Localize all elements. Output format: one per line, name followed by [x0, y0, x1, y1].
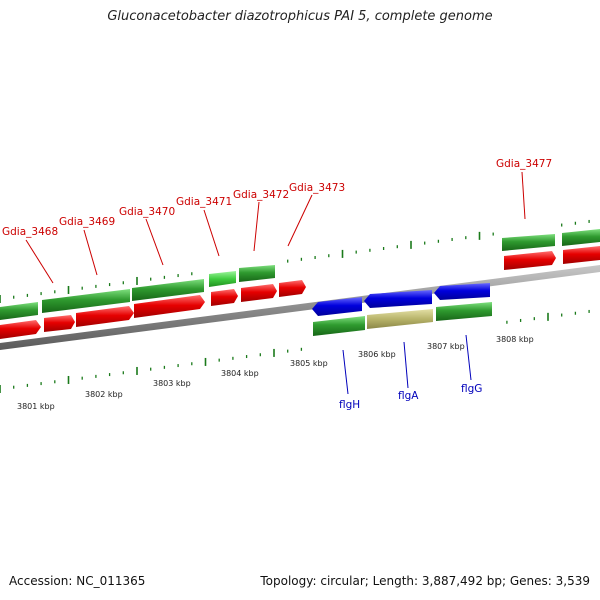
- cds-arrow: [0, 320, 41, 339]
- scale-label: 3802 kbp: [85, 390, 123, 399]
- reverse-cds-track: [312, 283, 490, 316]
- forward-gene: [209, 271, 236, 287]
- cds-arrow: [211, 289, 238, 306]
- leader-line-gdia-3472: [253, 201, 260, 252]
- gene-label-gdia-3473: Gdia_3473: [289, 182, 345, 194]
- gene-label-flgh: flgH: [339, 399, 360, 411]
- reverse-gene: [436, 302, 492, 321]
- leader-line-gdia-3477: [521, 171, 526, 220]
- cds-arrow: [134, 295, 205, 318]
- topology-text: Topology: circular; Length: 3,887,492 bp…: [260, 574, 590, 588]
- forward-gene: [239, 265, 275, 282]
- label-leader-lines: [25, 171, 526, 395]
- tick-marks: [0, 219, 590, 393]
- scale-label: 3806 kbp: [358, 350, 396, 359]
- cds-arrow: [76, 306, 134, 327]
- cds-arrow: [563, 246, 600, 264]
- gene-label-gdia-3472: Gdia_3472: [233, 189, 289, 201]
- reverse-cds-arrow: [312, 297, 362, 316]
- scale-label: 3804 kbp: [221, 369, 259, 378]
- forward-gene-labels: Gdia_3468 Gdia_3469 Gdia_3470 Gdia_3471 …: [2, 158, 552, 238]
- leader-line-gdia-3469: [83, 229, 98, 276]
- gene-label-gdia-3470: Gdia_3470: [119, 206, 175, 218]
- forward-gene: [0, 302, 38, 320]
- scale-label: 3808 kbp: [496, 335, 534, 344]
- reverse-gene-track: [313, 302, 492, 336]
- leader-line-flga: [403, 341, 409, 389]
- leader-line-gdia-3470: [145, 218, 164, 266]
- forward-gene: [502, 234, 555, 251]
- accession-text: Accession: NC_011365: [9, 574, 146, 588]
- forward-gene: [562, 229, 600, 246]
- reverse-gene: [367, 309, 433, 329]
- forward-cds-track: [0, 246, 600, 339]
- leader-line-flgg: [465, 334, 472, 381]
- cds-arrow: [504, 251, 556, 270]
- reverse-gene-labels: flgH flgA flgG: [339, 383, 482, 411]
- gene-label-gdia-3468: Gdia_3468: [2, 226, 58, 238]
- leader-line-gdia-3473: [287, 194, 313, 247]
- gene-label-gdia-3469: Gdia_3469: [59, 216, 115, 228]
- gene-label-flgg: flgG: [461, 383, 482, 395]
- leader-line-flgh: [342, 349, 349, 395]
- cds-arrow: [279, 280, 306, 297]
- reverse-cds-arrow: [434, 283, 490, 300]
- gene-label-gdia-3477: Gdia_3477: [496, 158, 552, 170]
- cds-arrow: [241, 284, 277, 302]
- leader-line-gdia-3471: [203, 209, 220, 257]
- gene-label-gdia-3471: Gdia_3471: [176, 196, 232, 208]
- cds-arrow: [44, 315, 75, 332]
- leader-line-gdia-3468: [25, 239, 54, 284]
- reverse-gene: [313, 316, 365, 336]
- forward-gene-track: [0, 229, 600, 320]
- map-title: Gluconacetobacter diazotrophicus PAI 5, …: [107, 9, 493, 24]
- forward-gene: [42, 289, 130, 313]
- reverse-cds-arrow: [364, 290, 432, 308]
- forward-gene: [132, 279, 204, 301]
- scale-label: 3803 kbp: [153, 379, 191, 388]
- scale-label: 3805 kbp: [290, 359, 328, 368]
- scale-label: 3801 kbp: [17, 402, 55, 411]
- scale-labels: 3801 kbp 3802 kbp 3803 kbp 3804 kbp 3805…: [17, 335, 534, 411]
- gene-label-flga: flgA: [398, 390, 419, 402]
- scale-label: 3807 kbp: [427, 342, 465, 351]
